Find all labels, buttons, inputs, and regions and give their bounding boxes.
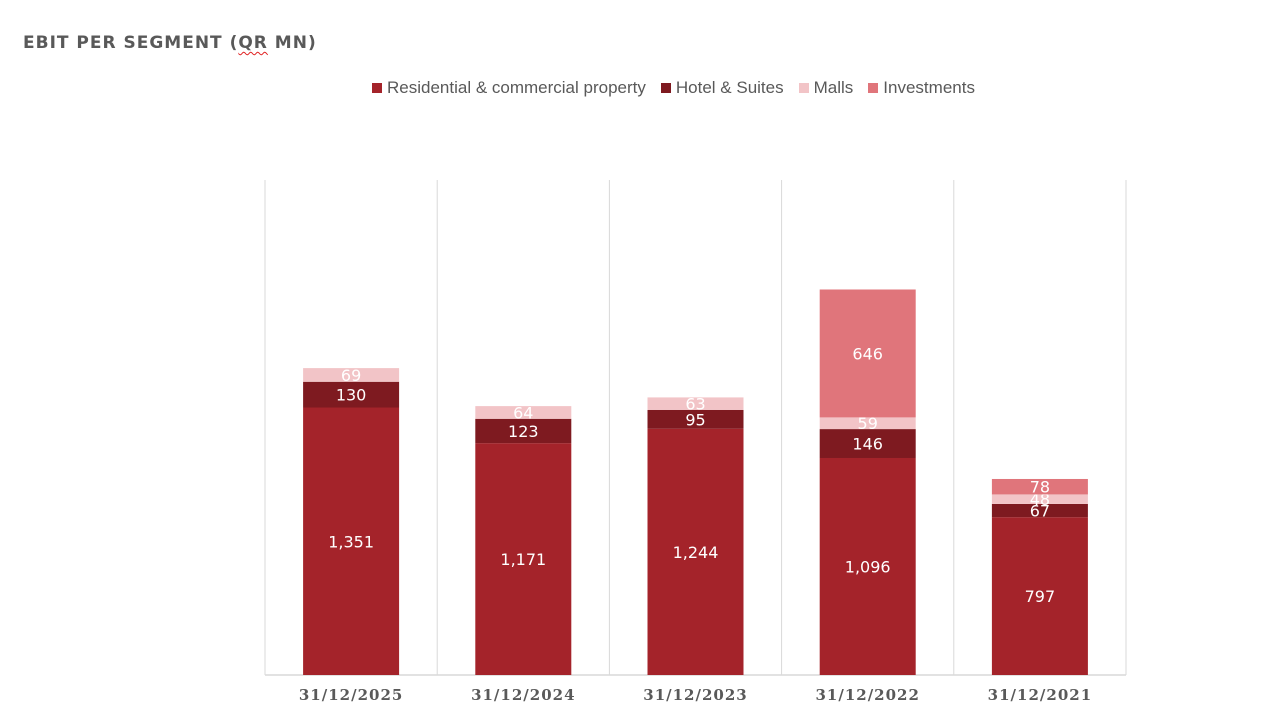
- data-label: 1,096: [845, 557, 891, 576]
- bar-segment: [819, 417, 916, 430]
- chart-legend: Residential & commercial property Hotel &…: [372, 78, 990, 98]
- data-label: 78: [1030, 478, 1050, 497]
- data-label: 1,171: [500, 550, 546, 569]
- data-label: 64: [513, 403, 533, 422]
- data-label: 95: [685, 410, 705, 429]
- data-label: 69: [341, 366, 361, 385]
- data-label: 123: [508, 422, 539, 441]
- x-tick-label: 31/12/2023: [643, 686, 747, 704]
- data-label: 1,244: [673, 543, 719, 562]
- legend-item: Malls: [798, 78, 854, 98]
- bar-segment: [475, 418, 572, 444]
- bar-segment: [303, 407, 400, 675]
- title-text-end: MN): [267, 33, 317, 53]
- x-tick-label: 31/12/2025: [299, 686, 403, 704]
- data-label: 646: [852, 344, 883, 363]
- legend-label: Investments: [883, 78, 975, 97]
- legend-swatch: [372, 83, 382, 93]
- legend-label: Malls: [813, 78, 854, 97]
- legend-item: Hotel & Suites: [660, 78, 784, 98]
- legend-item: Residential & commercial property: [372, 78, 646, 98]
- bar-segment: [647, 428, 744, 675]
- legend-label: Hotel & Suites: [675, 78, 784, 97]
- bar-segment: [819, 429, 916, 458]
- chart-title: EBIT PER SEGMENT (QR MN): [23, 33, 317, 53]
- data-label: 63: [685, 395, 705, 414]
- data-label: 797: [1025, 587, 1056, 606]
- bar-segment: [475, 406, 572, 419]
- x-tick-label: 31/12/2021: [988, 686, 1092, 704]
- bar-segment: [991, 503, 1088, 518]
- legend-swatch: [798, 83, 809, 93]
- bar-segment: [303, 381, 400, 408]
- data-label: 59: [858, 414, 878, 433]
- bar-segment: [647, 397, 744, 410]
- bar-segment: [819, 289, 916, 418]
- x-tick-label: 31/12/2022: [815, 686, 919, 704]
- data-label: 130: [336, 386, 367, 405]
- bar-segment: [991, 478, 1088, 495]
- bar-segment: [647, 409, 744, 429]
- x-tick-label: 31/12/2024: [471, 686, 575, 704]
- data-label: 146: [852, 435, 883, 454]
- legend-item: Investments: [868, 78, 975, 98]
- bar-segment: [475, 443, 572, 675]
- legend-swatch: [660, 83, 671, 93]
- bar-segment: [303, 368, 400, 382]
- data-label: 1,351: [328, 532, 374, 551]
- legend-label: Residential & commercial property: [387, 78, 646, 97]
- bar-segment: [991, 494, 1088, 504]
- data-label: 48: [1030, 490, 1050, 509]
- legend-swatch: [868, 83, 879, 93]
- title-text-main: EBIT PER SEGMENT (: [23, 33, 239, 53]
- title-text-unit: QR: [238, 33, 268, 53]
- data-label: 67: [1030, 502, 1050, 521]
- bar-segment: [991, 517, 1088, 675]
- bar-segment: [819, 457, 916, 675]
